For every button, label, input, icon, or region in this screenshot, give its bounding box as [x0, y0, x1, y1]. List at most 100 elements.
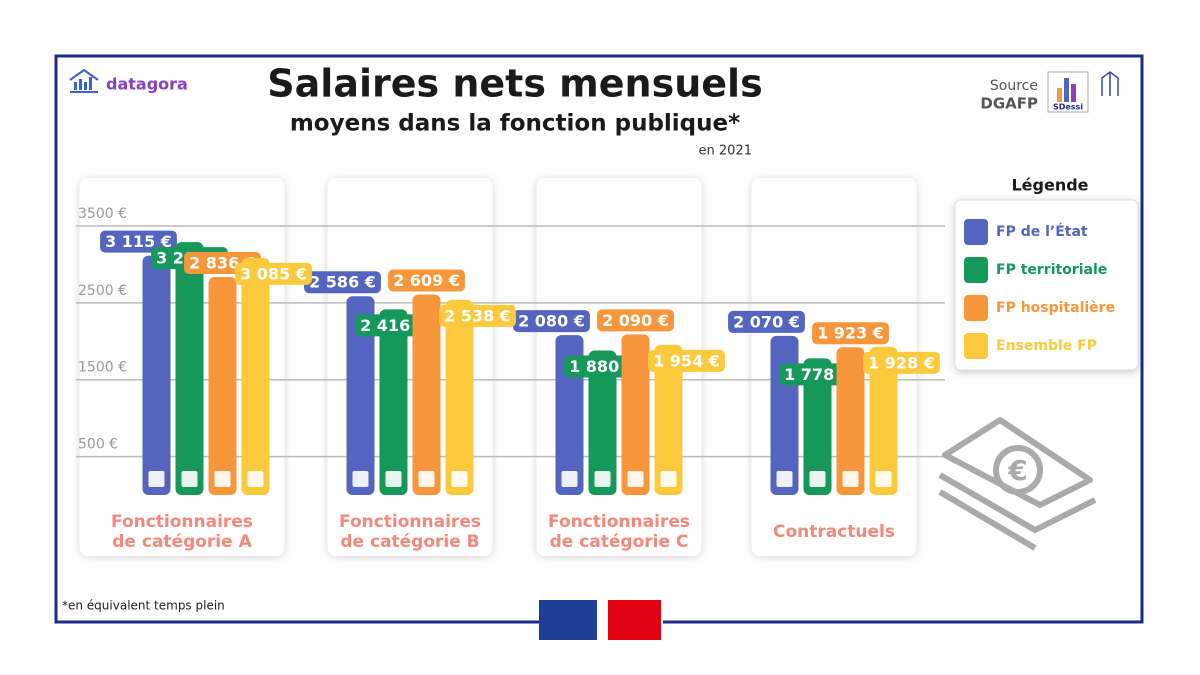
legend-swatch: [964, 219, 988, 245]
bar-icon: [247, 471, 264, 487]
value-label-text: 1 923 €: [817, 324, 884, 343]
bar-icon: [352, 471, 369, 487]
category-label: Contractuels: [772, 522, 896, 542]
legend-label: FP hospitalière: [996, 300, 1115, 316]
value-label-text: 2 538 €: [444, 306, 511, 325]
value-label-bg: [235, 262, 312, 285]
bar-icon: [627, 471, 644, 487]
period: en 2021: [699, 144, 752, 159]
value-label: 3 115 €: [100, 230, 177, 253]
bar: [803, 358, 832, 495]
chart-title: Salaires nets mensuels: [267, 62, 762, 106]
bar-icon: [875, 471, 892, 487]
value-label-text: 2 080 €: [518, 312, 585, 331]
value-label: 2 080 €: [513, 310, 590, 333]
value-label-bg: [728, 310, 805, 333]
value-label: 2 586 €: [304, 271, 381, 294]
value-label-text: 1 928 €: [868, 353, 935, 372]
bar-icon: [561, 471, 578, 487]
bar-icon: [148, 471, 165, 487]
bar-icon: [385, 471, 402, 487]
bar: [346, 296, 375, 495]
value-label-bg: [304, 271, 381, 294]
value-label: 1 954 €: [648, 349, 725, 372]
legend-label: Ensemble FP: [996, 338, 1097, 354]
euro-sign: €: [1007, 454, 1027, 487]
bar: [241, 257, 270, 495]
value-label: 1 923 €: [812, 322, 889, 345]
legend-label: FP territoriale: [996, 262, 1107, 278]
legend-label: FP de l’État: [996, 223, 1088, 240]
legend-swatch: [964, 295, 988, 321]
flag: [539, 600, 663, 640]
value-label: 2 609 €: [388, 269, 465, 292]
value-label-bg: [388, 269, 465, 292]
brand-icon: [69, 68, 99, 93]
value-label-bg: [100, 230, 177, 253]
bar: [175, 242, 204, 495]
brand: datagora: [106, 75, 188, 94]
legend-box: [954, 199, 1139, 371]
value-label-bg: [648, 349, 725, 372]
category-label: Fonctionnaires de catégorie C: [548, 512, 690, 552]
value-label-bg: [439, 304, 516, 327]
source-label: Source: [990, 78, 1038, 94]
legend-swatch: [964, 333, 988, 359]
value-label-text: 1 880 €: [569, 357, 636, 376]
y-tick-label: 2500 €: [78, 283, 127, 299]
value-label-text: 2 090 €: [602, 311, 669, 330]
y-tick-label: 3500 €: [78, 206, 127, 222]
bar-icon: [214, 471, 231, 487]
bar: [869, 346, 898, 495]
bar: [588, 350, 617, 495]
value-label-text: 2 586 €: [309, 273, 376, 292]
money-icon: [938, 417, 1097, 551]
value-label-bg: [863, 351, 940, 374]
bar-icon: [181, 471, 198, 487]
source-name: DGAFP: [980, 95, 1038, 113]
bar-icon: [660, 471, 677, 487]
value-label-bg: [812, 322, 889, 345]
value-label-text: 2 609 €: [393, 271, 460, 290]
bar-icon: [842, 471, 859, 487]
bar-icon: [418, 471, 435, 487]
y-tick-label: 500 €: [78, 437, 118, 453]
bar: [654, 344, 683, 495]
bar: [621, 334, 650, 495]
legend: FP de l’État FP territoriale FP hospitaliè…: [964, 219, 1115, 359]
bar: [445, 299, 474, 495]
value-label-text: 2 070 €: [733, 312, 800, 331]
value-label-text: 1 954 €: [653, 351, 720, 370]
bar: [412, 294, 441, 495]
value-label-text: 3 085 €: [240, 264, 307, 283]
bar-icon: [809, 471, 826, 487]
bar: [142, 255, 171, 495]
bar-icon: [776, 471, 793, 487]
bar-icon: [594, 471, 611, 487]
value-label: 2 538 €: [439, 304, 516, 327]
value-label-text: 3 115 €: [105, 232, 172, 251]
logo-label: SDessi: [1053, 103, 1083, 112]
bars: 3 115 €2 586 €2 080 €2 070 €3 290 €2 416…: [100, 230, 940, 495]
logo-bars: [1057, 78, 1076, 102]
bar: [836, 347, 865, 495]
value-label: 2 070 €: [728, 310, 805, 333]
legend-title: Légende: [1011, 176, 1088, 195]
value-label: 1 928 €: [863, 351, 940, 374]
bar-icon: [451, 471, 468, 487]
value-label: 3 085 €: [235, 262, 312, 285]
category-label: Fonctionnaires de catégorie B: [339, 512, 481, 552]
bar: [379, 309, 408, 495]
y-tick-label: 1500 €: [78, 360, 127, 376]
stat-logo: [1101, 71, 1119, 96]
value-label-bg: [597, 309, 674, 332]
value-label-bg: [513, 310, 590, 333]
chart-subtitle: moyens dans la fonction publique*: [290, 111, 740, 137]
value-label-text: 1 778 €: [784, 365, 851, 384]
category-label: Fonctionnaires de catégorie A: [111, 512, 253, 552]
legend-swatch: [964, 257, 988, 283]
value-label-text: 2 416 €: [360, 316, 427, 335]
value-label: 2 090 €: [597, 309, 674, 332]
